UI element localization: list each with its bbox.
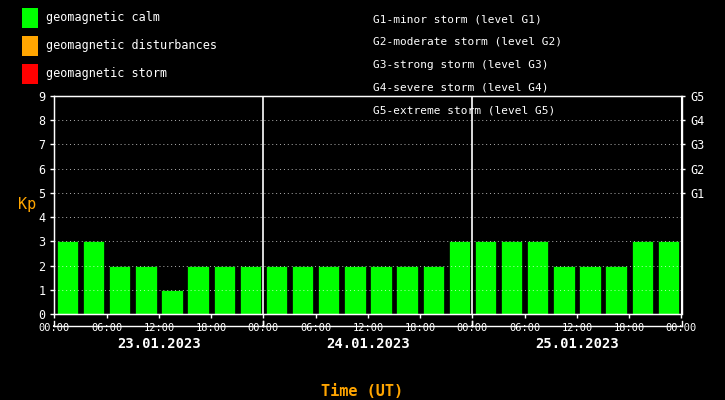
Bar xyxy=(318,266,339,314)
Bar xyxy=(135,266,157,314)
Bar xyxy=(475,241,496,314)
Text: geomagnetic disturbances: geomagnetic disturbances xyxy=(46,40,218,52)
Text: Time (UT): Time (UT) xyxy=(321,384,404,400)
Bar xyxy=(631,241,653,314)
Bar xyxy=(553,266,575,314)
Text: geomagnetic storm: geomagnetic storm xyxy=(46,68,167,80)
Text: G5-extreme storm (level G5): G5-extreme storm (level G5) xyxy=(373,105,555,115)
Bar xyxy=(266,266,287,314)
Text: 25.01.2023: 25.01.2023 xyxy=(535,337,619,351)
Bar xyxy=(658,241,679,314)
Text: geomagnetic calm: geomagnetic calm xyxy=(46,12,160,24)
Bar xyxy=(292,266,313,314)
Bar xyxy=(213,266,235,314)
Text: 23.01.2023: 23.01.2023 xyxy=(117,337,201,351)
Text: G4-severe storm (level G4): G4-severe storm (level G4) xyxy=(373,82,549,92)
Text: G3-strong storm (level G3): G3-strong storm (level G3) xyxy=(373,60,549,70)
Bar xyxy=(240,266,261,314)
Bar xyxy=(83,241,104,314)
Bar xyxy=(161,290,183,314)
Bar xyxy=(57,241,78,314)
Bar xyxy=(423,266,444,314)
Bar xyxy=(449,241,470,314)
Bar xyxy=(109,266,130,314)
Bar xyxy=(579,266,601,314)
Y-axis label: Kp: Kp xyxy=(18,198,36,212)
Bar xyxy=(370,266,392,314)
Bar xyxy=(344,266,365,314)
Bar xyxy=(187,266,209,314)
Text: G1-minor storm (level G1): G1-minor storm (level G1) xyxy=(373,14,542,24)
Bar xyxy=(501,241,523,314)
Text: 24.01.2023: 24.01.2023 xyxy=(326,337,410,351)
Text: G2-moderate storm (level G2): G2-moderate storm (level G2) xyxy=(373,37,563,47)
Bar xyxy=(527,241,549,314)
Bar xyxy=(397,266,418,314)
Bar xyxy=(605,266,627,314)
